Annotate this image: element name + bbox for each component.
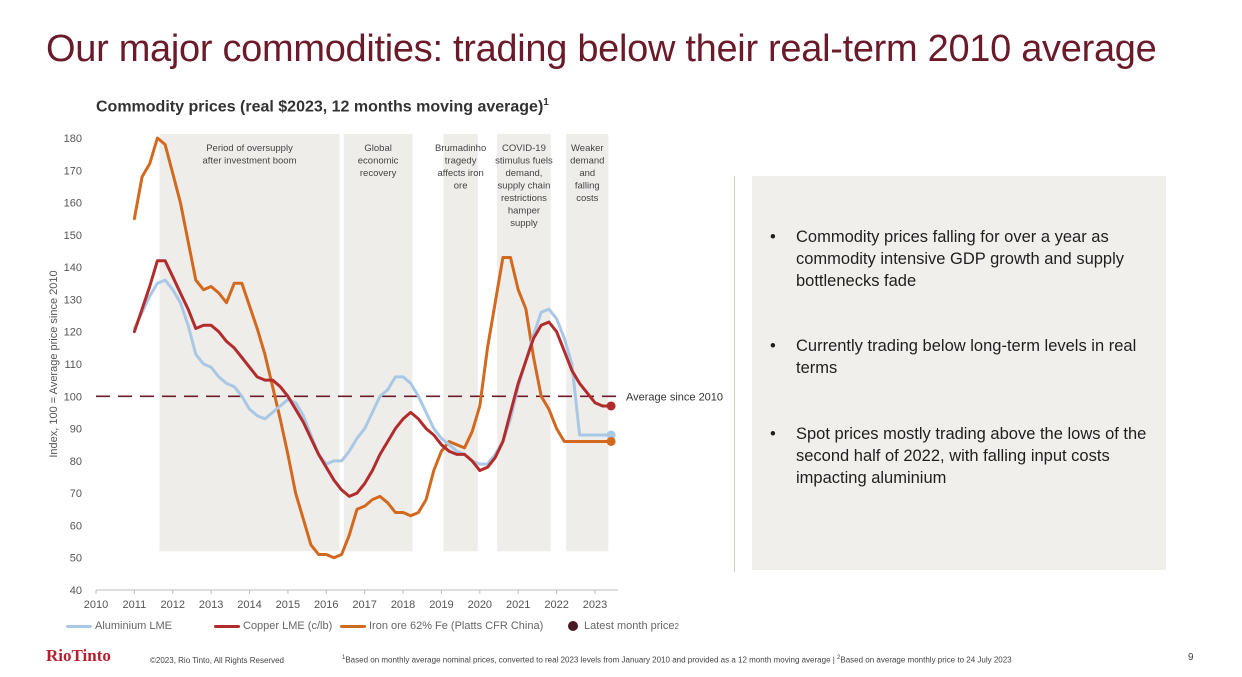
x-tick-label-2013: 2013 bbox=[199, 599, 223, 611]
y-tick-label-160: 160 bbox=[64, 198, 82, 210]
page-number: 9 bbox=[1188, 652, 1194, 663]
shaded-period-2 bbox=[343, 134, 413, 552]
period-annotation-4-line-2: stimulus fuels bbox=[495, 156, 553, 167]
x-tick-label-2022: 2022 bbox=[544, 599, 568, 611]
commodity-price-chart: Period of oversupply after investment boo… bbox=[48, 133, 723, 611]
shaded-period-5 bbox=[566, 134, 609, 552]
period-annotation-4-line-6: hamper bbox=[508, 206, 540, 217]
key-points-panel: • Commodity prices falling for over a yea… bbox=[752, 176, 1166, 570]
latest-price-point-copper-lme-c-lb bbox=[606, 401, 616, 411]
x-tick-label-2011: 2011 bbox=[123, 599, 147, 611]
period-annotation-1-line-1: Period of oversupply bbox=[206, 143, 293, 154]
period-annotation-4-line-7: supply bbox=[510, 218, 538, 229]
footnote-marker-2: 2 bbox=[837, 655, 841, 661]
x-tick-label-2019: 2019 bbox=[429, 599, 453, 611]
y-tick-label-70: 70 bbox=[70, 488, 82, 500]
period-annotation-3-line-2: tragedy bbox=[445, 156, 477, 167]
x-tick-label-2012: 2012 bbox=[161, 599, 185, 611]
shaded-period-4 bbox=[497, 134, 551, 552]
key-point-2: • Currently trading below long-term level… bbox=[770, 335, 1168, 379]
x-tick-label-2017: 2017 bbox=[352, 599, 376, 611]
chart-title-footnote: 1 bbox=[543, 97, 549, 108]
legend-aluminium-label: Aluminium LME bbox=[95, 620, 173, 632]
period-annotation-2-line-3: recovery bbox=[360, 168, 397, 179]
y-tick-label-60: 60 bbox=[70, 520, 82, 532]
legend-copper-swatch bbox=[214, 624, 240, 628]
vertical-divider bbox=[734, 176, 735, 572]
y-tick-label-110: 110 bbox=[64, 359, 82, 371]
latest-price-point-aluminium-lme bbox=[606, 430, 616, 440]
y-tick-label-100: 100 bbox=[64, 391, 82, 403]
x-tick-label-2015: 2015 bbox=[276, 599, 300, 611]
legend-copper-label: Copper LME (c/lb) bbox=[243, 620, 333, 632]
key-point-3: • Spot prices mostly trading above the lo… bbox=[770, 423, 1168, 489]
slide-title: Our major commodities: trading below the… bbox=[46, 28, 1157, 70]
period-annotation-5-line-4: falling bbox=[575, 181, 600, 192]
period-annotation-5-line-5: costs bbox=[576, 193, 598, 204]
period-annotation-1-line-2: after investment boom bbox=[203, 156, 297, 167]
x-tick-label-2016: 2016 bbox=[314, 599, 338, 611]
period-annotation-5-line-1: Weaker bbox=[571, 143, 604, 154]
period-annotation-2-line-2: economic bbox=[358, 156, 399, 167]
footnote-2: Based on average monthly price to 24 Jul… bbox=[840, 655, 1012, 665]
chart-title: Commodity prices (real $2023, 12 months … bbox=[96, 97, 549, 116]
legend-latest-label: Latest month price bbox=[584, 620, 675, 632]
series-line-copper-lme-c-lb bbox=[132, 259, 612, 498]
copyright-text: ©2023, Rio Tinto, All Rights Reserved bbox=[150, 656, 284, 665]
footnote-text: 1Based on monthly average nominal prices… bbox=[342, 655, 1012, 665]
legend-iron-ore: Iron ore 62% Fe (Platts CFR China) bbox=[340, 620, 543, 632]
key-point-1-text: Commodity prices falling for over a year… bbox=[796, 228, 1125, 290]
bullet-icon: • bbox=[770, 425, 776, 443]
legend-iron-ore-label: Iron ore 62% Fe (Platts CFR China) bbox=[369, 620, 544, 632]
period-annotation-3-line-4: ore bbox=[454, 181, 468, 192]
key-point-1: • Commodity prices falling for over a yea… bbox=[770, 226, 1168, 292]
y-tick-label-130: 130 bbox=[64, 294, 82, 306]
footnote-marker-1: 1 bbox=[342, 655, 346, 661]
x-tick-label-2018: 2018 bbox=[391, 599, 415, 611]
x-tick-label-2014: 2014 bbox=[237, 599, 261, 611]
period-annotation-5-line-2: demand bbox=[570, 156, 604, 167]
legend-aluminium-swatch bbox=[66, 624, 92, 628]
average-reference-label: Average since 2010 bbox=[626, 391, 723, 403]
x-tick-label-2023: 2023 bbox=[583, 599, 607, 611]
y-tick-label-50: 50 bbox=[70, 553, 82, 565]
period-annotation-4-line-3: demand, bbox=[505, 168, 542, 179]
x-tick-label-2020: 2020 bbox=[468, 599, 492, 611]
shaded-period-3 bbox=[443, 134, 478, 552]
bullet-icon: • bbox=[770, 228, 776, 246]
legend-latest-dot bbox=[568, 621, 578, 631]
legend-aluminium: Aluminium LME bbox=[66, 620, 172, 632]
key-point-3-text: Spot prices mostly trading above the low… bbox=[796, 425, 1147, 487]
legend-copper: Copper LME (c/lb) bbox=[214, 620, 332, 632]
key-point-2-text: Currently trading below long-term levels… bbox=[796, 337, 1137, 377]
y-tick-label-140: 140 bbox=[64, 262, 82, 274]
y-tick-label-90: 90 bbox=[70, 424, 82, 436]
period-annotation-4-line-5: restrictions bbox=[501, 193, 547, 204]
period-annotation-4-line-1: COVID-19 bbox=[502, 143, 546, 154]
period-annotation-2-line-1: Global bbox=[364, 143, 391, 154]
shaded-period-1 bbox=[159, 134, 340, 552]
y-tick-label-180: 180 bbox=[64, 133, 82, 145]
y-axis-label: Index, 100 = Average price since 2010 bbox=[48, 270, 60, 457]
y-tick-label-120: 120 bbox=[64, 327, 82, 339]
footnote-1: Based on monthly average nominal prices,… bbox=[345, 655, 838, 665]
rio-tinto-logo: RioTinto bbox=[46, 646, 111, 665]
period-annotation-4-line-4: supply chain bbox=[498, 181, 551, 192]
legend-latest-footnote: 2 bbox=[674, 621, 679, 631]
y-tick-label-150: 150 bbox=[64, 230, 82, 242]
y-tick-label-80: 80 bbox=[70, 456, 82, 468]
period-annotation-5-line-3: and bbox=[579, 168, 595, 179]
bullet-icon: • bbox=[770, 337, 776, 355]
latest-price-point-iron-ore-62-fe-platts-cfr-china bbox=[606, 436, 616, 446]
x-tick-label-2021: 2021 bbox=[506, 599, 530, 611]
legend-iron-ore-swatch bbox=[340, 624, 366, 628]
chart-title-text: Commodity prices (real $2023, 12 months … bbox=[96, 98, 544, 116]
y-tick-label-170: 170 bbox=[64, 165, 82, 177]
period-annotation-3-line-3: affects iron bbox=[437, 168, 483, 179]
legend-latest-price: Latest month price 2 bbox=[568, 620, 679, 632]
x-tick-label-2010: 2010 bbox=[84, 599, 108, 611]
period-annotation-3-line-1: Brumadinho bbox=[435, 143, 486, 154]
y-tick-label-40: 40 bbox=[70, 585, 82, 597]
